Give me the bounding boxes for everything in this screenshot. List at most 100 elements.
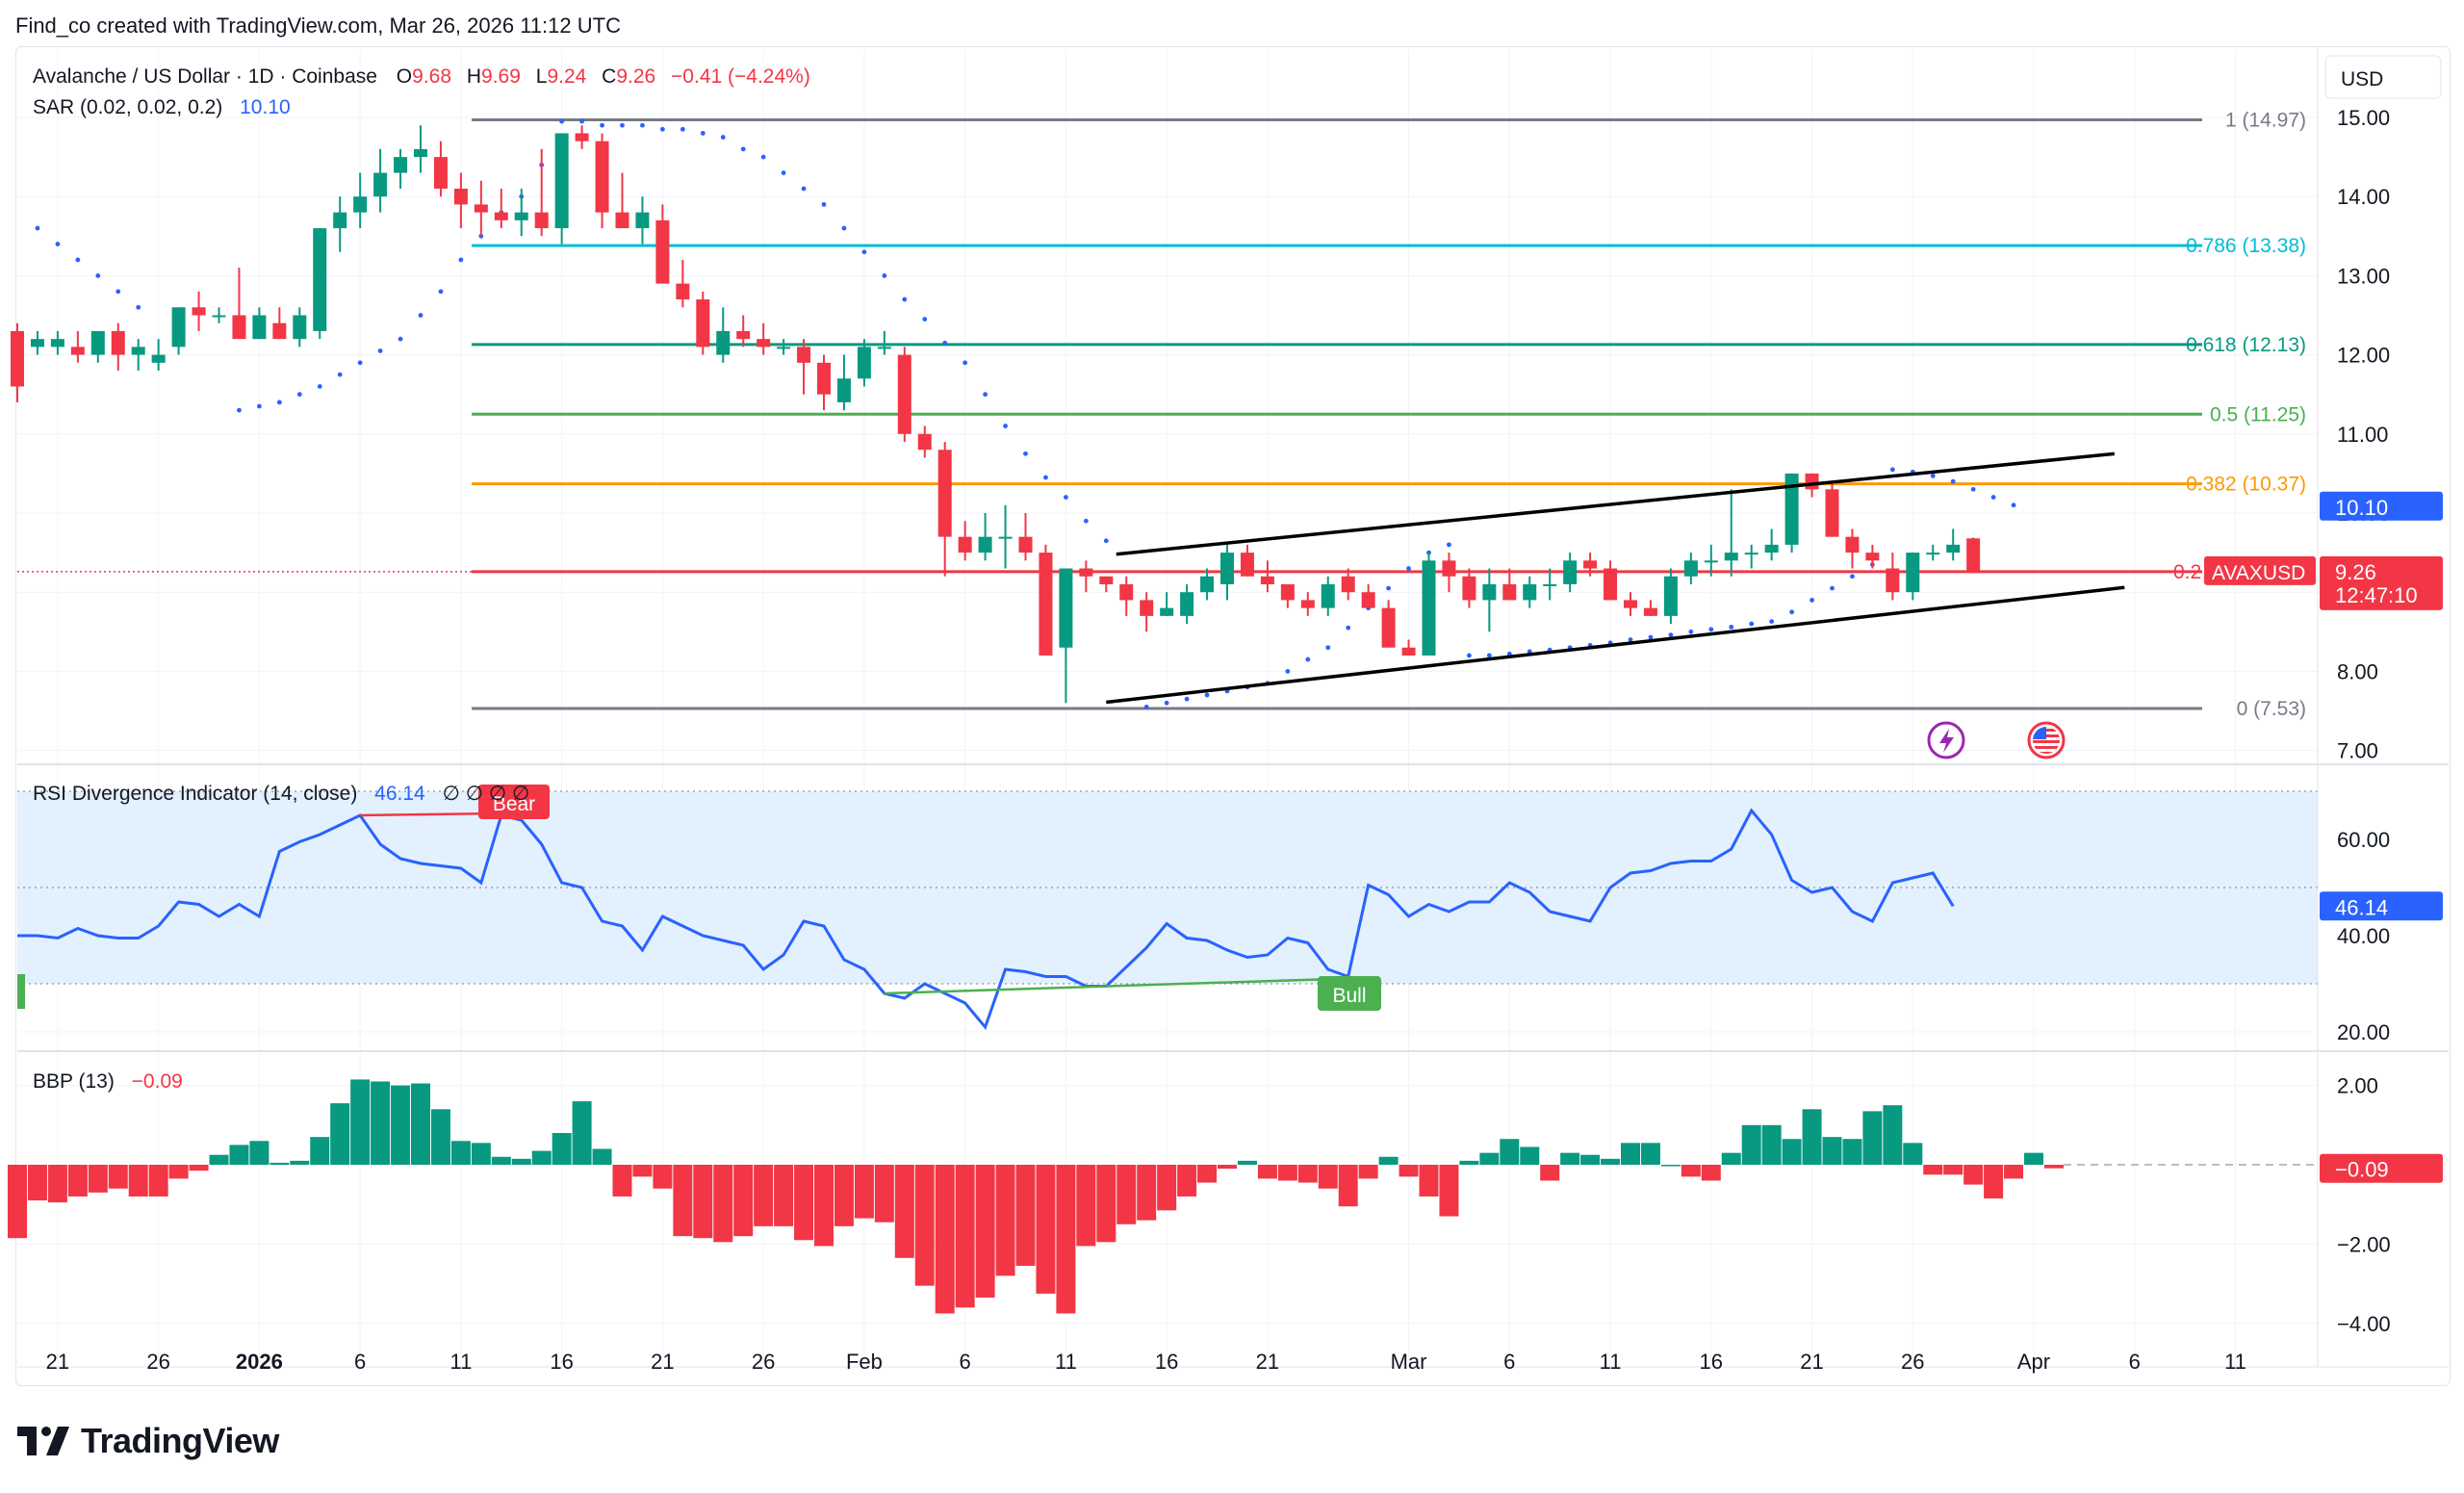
last-price-tag-box (2320, 555, 2443, 610)
sar-dot (1990, 495, 1996, 500)
candle-body (1543, 583, 1557, 586)
bbp-bar (1540, 1165, 1560, 1181)
bbp-bar (592, 1148, 612, 1165)
fib-retracement[interactable]: 1 (14.97) 0.786 (13.38) 0.618 (12.13) 0.5 (… (17, 109, 2306, 720)
bbp-bar (975, 1165, 995, 1299)
sar-dot (1486, 653, 1492, 658)
bbp-bar (471, 1143, 491, 1165)
us-flag-event-icon[interactable] (2027, 721, 2066, 759)
sar-dot (1083, 518, 1089, 524)
bbp-bar (814, 1165, 834, 1247)
bbp-bar (270, 1162, 290, 1165)
candle-body (373, 172, 388, 197)
sar-dot (35, 225, 40, 231)
candle-body (1482, 583, 1497, 601)
sar-dot (1064, 495, 1068, 500)
bbp-bar (47, 1165, 67, 1203)
candle-body (313, 228, 327, 331)
bbp-bar (914, 1165, 935, 1286)
candle-body (595, 141, 609, 213)
bbp-bar (1822, 1137, 1842, 1165)
rsi-tick-label: 20.00 (2337, 1020, 2390, 1044)
candle-body (615, 212, 629, 229)
chart-frame[interactable] (15, 46, 2451, 1386)
parallel-channel[interactable] (1106, 451, 2125, 705)
bbp-bar (1943, 1165, 1964, 1175)
candle-body (716, 330, 731, 355)
candle-body (1059, 568, 1073, 648)
candle-body (1966, 538, 1981, 572)
bbp-bar (430, 1109, 450, 1165)
time-tick-label: 11 (1055, 1350, 1077, 1374)
candle-body (1764, 544, 1779, 553)
candle-body (877, 347, 891, 349)
bbp-bar (1923, 1165, 1943, 1175)
bbp-bar (350, 1079, 371, 1165)
bbp-bar (1137, 1165, 1157, 1221)
time-tick-label: 2026 (236, 1350, 283, 1374)
candle-body (1744, 553, 1758, 555)
bbp-value-tag-text: −0.09 (2335, 1158, 2389, 1182)
candle-body (1462, 576, 1476, 601)
bbp-bar (1621, 1143, 1640, 1165)
bbp-bar (1318, 1165, 1338, 1189)
bbp-bar (1056, 1165, 1076, 1314)
sar-dot (1204, 692, 1210, 698)
bull-label: Bull (1332, 985, 1366, 1007)
fib-level-label: 1 (14.97) (2225, 109, 2306, 131)
candle-body (1502, 583, 1517, 601)
bbp-legend: BBP (13) −0.09 (33, 1070, 183, 1093)
bbp-bar (894, 1165, 914, 1258)
bbp-legend-value: −0.09 (132, 1070, 183, 1093)
rsi-tick-label: 40.00 (2337, 924, 2390, 948)
bbp-bar (1802, 1109, 1822, 1165)
currency-button[interactable]: USD (2324, 55, 2442, 99)
bbp-bar (754, 1165, 774, 1226)
candle-body (1825, 489, 1839, 537)
bbp-value-tag-box (2320, 1153, 2443, 1183)
legend-open: 9.68 (412, 65, 451, 88)
bbp-bar (1378, 1156, 1399, 1165)
bbp-bar (1660, 1165, 1681, 1167)
fib-level-label: 0 (7.53) (2237, 698, 2306, 720)
channel-upper-line (1116, 451, 2115, 556)
bbp-bar (290, 1160, 310, 1165)
tradingview-brand[interactable]: TradingView (17, 1421, 279, 1461)
bbp-bar (2024, 1152, 2043, 1165)
sar-dot (438, 289, 444, 295)
candle-body (1663, 576, 1678, 616)
bear-divergence-line (360, 811, 501, 817)
price-tick-label: 14.00 (2337, 185, 2390, 209)
sar-series (35, 118, 2016, 709)
sar-dot (1103, 538, 1109, 544)
fib-level-label: 0.2 (2173, 561, 2201, 583)
bbp-bar (612, 1165, 632, 1197)
candle-body (1321, 583, 1335, 608)
bbp-bar (371, 1081, 391, 1165)
candle-body (353, 196, 368, 213)
price-scale[interactable]: 15.0014.0013.0012.0011.0010.009.008.007.… (2337, 106, 2391, 1336)
candle-body (514, 212, 528, 220)
legend-high: 9.69 (481, 65, 521, 88)
time-tick-label: 21 (1256, 1350, 1279, 1374)
candle-body (757, 339, 771, 348)
fib-level-label: 0.382 (10.37) (2186, 474, 2306, 496)
bbp-bar (88, 1165, 108, 1193)
bbp-bar (209, 1154, 229, 1165)
bbp-bar (330, 1103, 350, 1165)
sar-dot (1386, 585, 1391, 591)
bbp-bar (1681, 1165, 1701, 1177)
price-tick-label: 8.00 (2337, 659, 2378, 683)
bbp-bar (733, 1165, 754, 1237)
sar-dot (902, 296, 908, 302)
sar-dot (1729, 624, 1734, 630)
lightning-event-icon[interactable] (1927, 721, 1965, 759)
time-tick-label: 21 (651, 1350, 674, 1374)
bbp-bar (1883, 1105, 1903, 1165)
rsi-tick-label: 60.00 (2337, 828, 2390, 852)
candle-body (1180, 592, 1194, 616)
fib-level-label: 0.5 (11.25) (2210, 403, 2306, 425)
time-scale[interactable]: 21 26 2026 6 11 16 21 26 Feb 6 11 16 21 Mar 6 11 16 21 26 A… (46, 1350, 2246, 1374)
bbp-bar (148, 1165, 168, 1197)
